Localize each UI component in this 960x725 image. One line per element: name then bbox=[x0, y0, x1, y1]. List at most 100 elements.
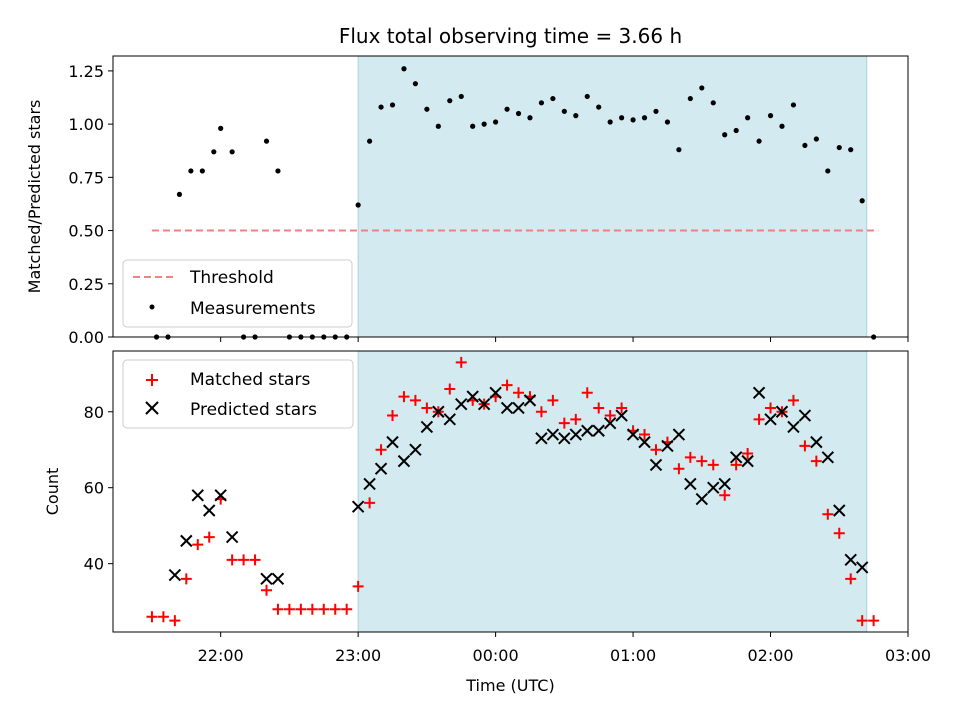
matched-stars-point bbox=[157, 611, 169, 623]
matched-stars-point bbox=[283, 603, 295, 615]
top-panel: 0.00 0.25 0.50 0.75 1.00 1.25 Flux total obse… bbox=[25, 24, 909, 347]
predicted-stars-point bbox=[397, 454, 411, 468]
predicted-stars-point bbox=[225, 530, 239, 544]
predicted-stars-point bbox=[672, 428, 686, 441]
predicted-stars-point bbox=[615, 409, 628, 422]
measurement-point bbox=[389, 102, 396, 108]
matched-stars-point bbox=[409, 394, 421, 406]
matched-stars-point bbox=[306, 603, 318, 615]
top-y-axis: 0.00 0.25 0.50 0.75 1.00 1.25 bbox=[68, 62, 113, 347]
predicted-stars-point bbox=[271, 572, 285, 586]
measurement-point bbox=[199, 168, 205, 174]
legend-predicted-swatch bbox=[145, 401, 159, 415]
predicted-stars-point bbox=[741, 454, 754, 468]
matched-stars-point bbox=[753, 413, 765, 425]
matched-stars-point bbox=[146, 611, 158, 623]
bottom-panel: 40 60 80 22:00 23:00 00:00 01:00 02:00 03:00 Co… bbox=[43, 350, 931, 695]
bottom-y-axis: 40 60 80 bbox=[84, 403, 113, 574]
measurement-point bbox=[561, 108, 567, 114]
measurement-point bbox=[447, 98, 453, 104]
matched-stars-point bbox=[616, 402, 628, 414]
matched-stars-point bbox=[192, 539, 204, 551]
bottom-legend: Matched stars Predicted stars bbox=[122, 359, 354, 429]
measurement-point bbox=[481, 121, 487, 127]
top-y-label: Matched/Predicted stars bbox=[25, 100, 44, 294]
measurement-point bbox=[848, 147, 854, 153]
predicted-stars-point bbox=[752, 386, 766, 399]
predicted-stars-point bbox=[707, 481, 720, 494]
matched-stars-point bbox=[387, 410, 399, 422]
measurement-point bbox=[493, 119, 499, 125]
predicted-stars-point bbox=[729, 451, 743, 464]
predicted-stars-point bbox=[523, 394, 537, 407]
top-y-tick-label: 1.00 bbox=[68, 115, 104, 134]
predicted-stars-point bbox=[351, 500, 365, 513]
measurement-point bbox=[733, 127, 739, 134]
matched-stars-point bbox=[707, 459, 719, 471]
measurement-point bbox=[378, 104, 384, 110]
predicted-stars-point bbox=[409, 443, 422, 456]
predicted-stars-point bbox=[684, 477, 697, 491]
matched-stars-point bbox=[203, 531, 215, 543]
measurement-point bbox=[435, 123, 441, 129]
measurement-point bbox=[859, 198, 865, 204]
bottom-y-tick-label: 60 bbox=[84, 479, 104, 498]
predicted-stars-point bbox=[810, 435, 823, 449]
predicted-stars-point bbox=[821, 451, 835, 464]
measurement-point bbox=[470, 123, 476, 129]
matched-stars-point bbox=[238, 554, 250, 566]
measurement-point bbox=[458, 93, 464, 100]
measurement-point bbox=[756, 138, 762, 144]
predicted-stars-point bbox=[626, 428, 640, 441]
measurement-point bbox=[504, 106, 510, 112]
predicted-stars-point bbox=[420, 420, 434, 434]
measurement-point bbox=[355, 202, 361, 208]
chart-title: Flux total observing time = 3.66 h bbox=[339, 24, 682, 48]
matched-stars-point bbox=[364, 497, 376, 509]
measurement-point bbox=[596, 104, 602, 110]
matched-stars-point bbox=[169, 615, 181, 627]
matched-stars-point bbox=[684, 451, 696, 463]
predicted-stars-point bbox=[432, 405, 445, 418]
top-y-tick-label: 0.75 bbox=[68, 168, 104, 187]
matched-stars-point bbox=[799, 440, 811, 452]
measurement-point bbox=[527, 115, 533, 121]
predicted-stars-point bbox=[695, 492, 709, 506]
top-y-tick-label: 0.25 bbox=[68, 275, 104, 294]
predicted-stars-point bbox=[374, 462, 388, 475]
matched-stars-point bbox=[810, 455, 822, 467]
top-y-tick-label: 0.00 bbox=[68, 328, 104, 347]
predicted-stars-point bbox=[592, 424, 605, 437]
measurement-point bbox=[641, 115, 648, 121]
top-legend: Threshold Measurements bbox=[122, 259, 353, 328]
matched-stars-point bbox=[593, 402, 605, 414]
matched-stars-point bbox=[455, 356, 467, 368]
predicted-stars-point bbox=[569, 428, 583, 441]
predicted-stars-point bbox=[833, 504, 846, 517]
matched-stars-point bbox=[845, 573, 857, 585]
matched-stars-point bbox=[856, 615, 868, 627]
legend-measurements-label: Measurements bbox=[190, 299, 316, 319]
measurement-point bbox=[653, 108, 659, 114]
measurement-point bbox=[211, 149, 217, 155]
matched-stars-point bbox=[226, 554, 238, 566]
predicted-stars-point bbox=[191, 489, 204, 502]
predicted-stars-point bbox=[477, 397, 491, 411]
bottom-x-tick-label: 03:00 bbox=[885, 646, 931, 665]
measurement-point bbox=[275, 168, 281, 174]
bottom-x-tick-label: 00:00 bbox=[473, 646, 519, 665]
bottom-legend-box bbox=[122, 359, 354, 429]
measurement-point bbox=[584, 93, 590, 100]
matched-stars-point bbox=[421, 402, 433, 414]
bottom-y-tick-label: 80 bbox=[84, 403, 104, 422]
predicted-stars-point bbox=[363, 477, 376, 491]
matched-stars-point bbox=[787, 394, 799, 406]
predicted-stars-point bbox=[581, 424, 594, 437]
observing-span-bottom bbox=[357, 350, 868, 633]
predicted-stars-point bbox=[844, 553, 857, 567]
predicted-stars-point bbox=[649, 458, 663, 472]
predicted-stars-point bbox=[603, 416, 617, 430]
measurement-point bbox=[176, 191, 183, 197]
measurement-point bbox=[779, 123, 785, 129]
matched-stars-point bbox=[501, 379, 513, 391]
